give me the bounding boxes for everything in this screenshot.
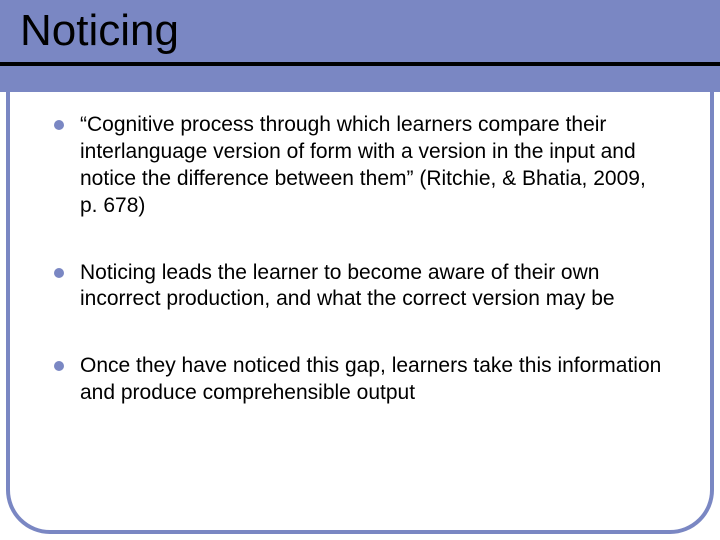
- bullet-item: Noticing leads the learner to become awa…: [54, 260, 666, 314]
- slide: Noticing “Cognitive process through whic…: [0, 0, 720, 540]
- slide-title: Noticing: [20, 6, 179, 56]
- content-area: “Cognitive process through which learner…: [54, 112, 666, 407]
- bullet-item: Once they have noticed this gap, learner…: [54, 353, 666, 407]
- bullet-item: “Cognitive process through which learner…: [54, 112, 666, 220]
- title-underline: [0, 62, 720, 66]
- bullet-list: “Cognitive process through which learner…: [54, 112, 666, 407]
